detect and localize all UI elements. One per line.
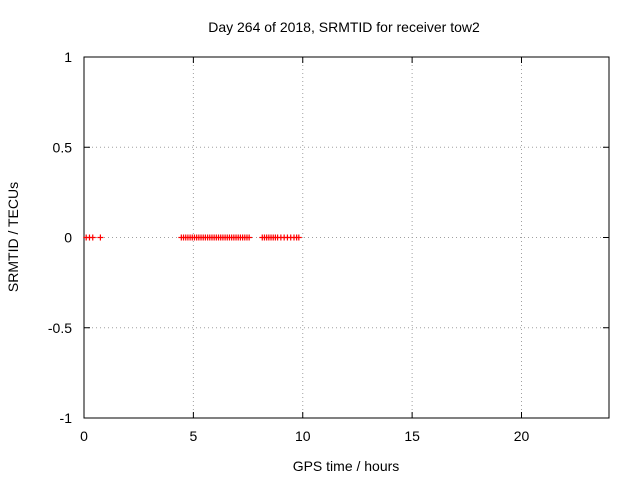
y-tick-label: 0 (64, 230, 72, 246)
x-axis-label: GPS time / hours (293, 458, 400, 474)
x-tick-label: 5 (189, 428, 197, 444)
data-point (89, 234, 96, 241)
x-tick-label: 0 (80, 428, 88, 444)
label-layer: 0 5 10 15 20 1 0.5 0 -0.5 -1 (48, 49, 530, 444)
data-point (295, 234, 302, 241)
x-tick-label: 20 (514, 428, 530, 444)
x-tick-label: 10 (295, 428, 311, 444)
plot-frame (83, 56, 610, 419)
chart-title: Day 264 of 2018, SRMTID for receiver tow… (208, 19, 480, 35)
y-tick-label: -1 (60, 410, 73, 426)
x-tick-label: 15 (404, 428, 420, 444)
y-tick-label: 1 (64, 49, 72, 65)
y-axis-label: SRMTID / TECUs (5, 182, 21, 292)
y-tick-label: 0.5 (53, 139, 73, 155)
data-point (97, 234, 104, 241)
tick-layer (83, 56, 609, 419)
y-tick-label: -0.5 (48, 320, 72, 336)
grid-layer (84, 57, 609, 418)
data-point (246, 234, 253, 241)
frame-layer (83, 56, 610, 419)
data-layer (83, 234, 302, 241)
